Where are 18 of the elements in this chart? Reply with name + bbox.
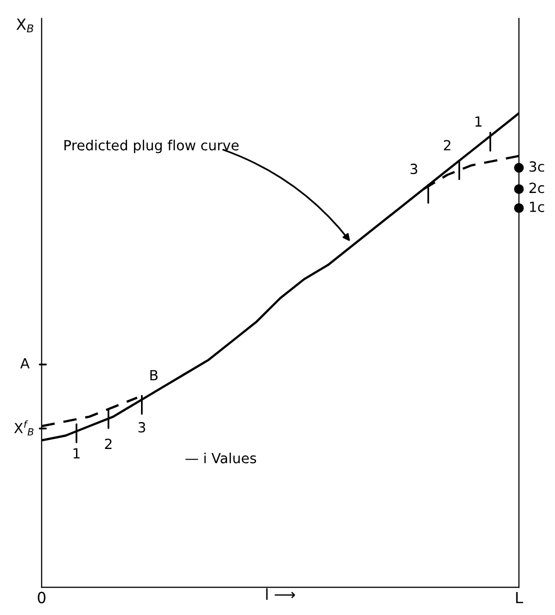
- x-axis-title: l ⟶: [266, 588, 296, 600]
- text: 2c: [529, 182, 544, 194]
- annotation: — i Values: [185, 452, 256, 464]
- text: 3c: [530, 161, 544, 172]
- text: X$_{B}$: [16, 18, 34, 32]
- annotation: 2: [444, 140, 450, 150]
- annotation: 2: [105, 438, 112, 449]
- text: 1c: [530, 202, 544, 212]
- annotation: B: [150, 370, 158, 380]
- x-tick-label: 0: [38, 592, 46, 604]
- x-tick-label: L: [516, 592, 524, 604]
- annotation: 1: [74, 448, 80, 458]
- text: X$^{f}$$_{B}$: [14, 420, 34, 436]
- annotation: Predicted plug flow curve: [64, 140, 239, 154]
- text: A: [20, 358, 30, 368]
- annotation: 1: [475, 116, 482, 127]
- annotation: 3: [138, 422, 146, 433]
- annotation: 3: [410, 164, 418, 174]
